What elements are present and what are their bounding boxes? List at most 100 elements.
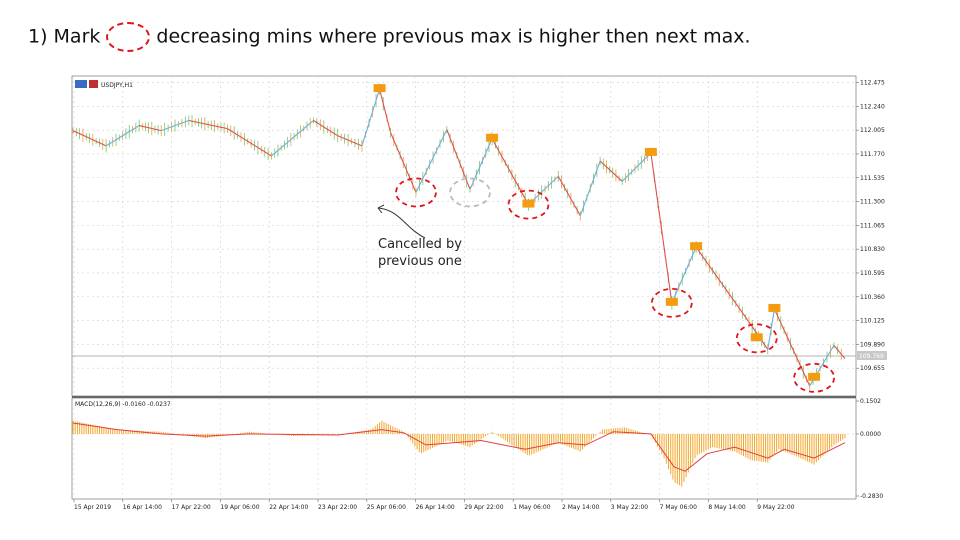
annotation: Cancelled by previous one: [377, 204, 462, 269]
time-tick-label: 3 May 22:00: [611, 504, 649, 511]
zigzag-leg: [379, 88, 392, 133]
zigzag-leg: [599, 160, 623, 182]
marked-min-ring: [395, 177, 437, 208]
macd-signal: [72, 422, 846, 472]
price-tick-label: 111.535: [860, 175, 885, 182]
zigzag-leg: [695, 246, 750, 323]
symbol-label: USDJPY,H1: [101, 82, 133, 89]
time-axis: 15 Apr 2019 16 Apr 14:00 17 Apr 22:00 19 Ap…: [73, 499, 795, 511]
zigzag-leg: [415, 129, 448, 193]
price-tick-label: 110.595: [860, 270, 885, 277]
pivot-marker: [768, 303, 781, 312]
time-tick-label: 9 May 22:00: [757, 504, 795, 511]
instruction-suffix: decreasing mins where previous max is hi…: [156, 25, 751, 48]
price-tick-label: 109.890: [860, 341, 885, 348]
annotation-line1: Cancelled by: [378, 237, 462, 252]
time-tick-label: 2 May 14:00: [562, 504, 600, 511]
macd-label: MACD(12,26,9) -0.0160 -0.0237: [75, 401, 171, 408]
pivot-marker: [522, 199, 535, 208]
price-tick-label: 111.770: [860, 151, 885, 158]
chart-icon: [75, 80, 87, 88]
instruction-text: 1) Mark decreasing mins where previous ma…: [28, 22, 751, 52]
main-grid: [72, 76, 856, 396]
annotation-arrow: [377, 207, 426, 239]
main-pane-frame: [71, 75, 857, 397]
annotation-arrowhead: [377, 204, 385, 214]
zigzag-leg: [671, 246, 697, 304]
annotation-line2: previous one: [378, 254, 462, 269]
pivot-marker: [373, 84, 386, 93]
pivot-marker: [690, 242, 703, 251]
zigzag-leg: [833, 345, 846, 359]
marked-min-ring: [650, 287, 693, 318]
zigzag-leg: [390, 132, 417, 193]
cancelled-min-ring: [449, 177, 491, 208]
price-tick-label: 112.005: [860, 127, 885, 134]
time-tick-label: 16 Apr 14:00: [123, 504, 162, 511]
time-tick-label: 22 Apr 14:00: [269, 504, 308, 511]
pivot-marker: [750, 333, 763, 342]
zigzag-leg: [621, 152, 652, 182]
zigzag-leg: [361, 88, 381, 147]
zigzag-leg: [650, 152, 673, 303]
marked-min-ring: [735, 323, 778, 354]
time-tick-label: 29 Apr 22:00: [464, 504, 503, 511]
time-tick-label: 23 Apr 22:00: [318, 504, 357, 511]
zigzag-leg: [227, 128, 272, 157]
zigzag-leg: [105, 125, 140, 147]
marked-min-ring: [507, 189, 550, 220]
price-tick-label: 111.300: [860, 199, 885, 206]
zigzag-leg: [579, 160, 601, 216]
time-tick-label: 15 Apr 2019: [74, 504, 111, 511]
time-tick-label: 17 Apr 22:00: [172, 504, 211, 511]
price-tick-label: 110.125: [860, 318, 885, 325]
price-tick-label: 110.830: [860, 246, 885, 253]
price-tick-label: 110.360: [860, 294, 885, 301]
zigzag-leg: [469, 138, 493, 190]
pivot-marker: [808, 372, 821, 381]
price-tick-label: 109.655: [860, 365, 885, 372]
flag-icon: [89, 80, 98, 88]
instruction-prefix: 1) Mark: [28, 25, 101, 48]
zigzag-leg: [271, 120, 314, 157]
pivot-marker: [486, 133, 499, 142]
pivot-markers: [373, 84, 821, 381]
time-tick-label: 8 May 14:00: [708, 504, 746, 511]
price-tick-label: 112.240: [860, 103, 885, 110]
symbol-label-group: USDJPY,H1: [75, 80, 133, 89]
macd-pane-frame: [71, 397, 857, 500]
zigzag-leg: [161, 120, 189, 132]
zigzag-leg: [491, 138, 529, 205]
macd-tick-label: 0.1502: [860, 398, 881, 405]
signal-line: [72, 422, 846, 472]
main-pane: USDJPY,H1 112.475112.240112.005111.77011…: [71, 75, 887, 397]
marked-min-ring: [793, 362, 835, 393]
macd-pane: MACD(12,26,9) -0.0160 -0.0237 0.1502 0.00…: [71, 396, 883, 500]
zigzag-leg: [313, 120, 338, 137]
time-tick-label: 7 May 06:00: [660, 504, 698, 511]
current-price-label: 109.769: [859, 353, 884, 360]
macd-tick-label: -0.2830: [860, 493, 883, 500]
price-tick-label: 111.065: [860, 222, 885, 229]
zigzag-leg: [773, 308, 811, 387]
zigzag-leg: [188, 119, 228, 130]
pivot-marker: [665, 297, 678, 306]
pivot-marker: [644, 147, 657, 156]
time-tick-label: 19 Apr 06:00: [220, 504, 259, 511]
zigzag-leg: [337, 135, 363, 147]
zigzag-leg: [139, 125, 162, 132]
current-price-tag: 109.769: [857, 351, 887, 360]
zigzag-leg: [72, 130, 107, 147]
time-tick-label: 26 Apr 14:00: [416, 504, 455, 511]
marked-mins: [395, 177, 835, 393]
current-price-tag-bg: [857, 351, 887, 360]
time-tick-label: 25 Apr 06:00: [367, 504, 406, 511]
macd-tick-label: 0.0000: [860, 431, 881, 438]
price-tick-label: 112.475: [860, 80, 885, 87]
dashed-ring-icon: [106, 22, 151, 52]
zigzag-leg: [767, 308, 775, 350]
zigzag-leg: [557, 175, 581, 217]
macd-value-axis: 0.1502 0.0000 -0.2830: [856, 398, 883, 500]
main-price-axis: 112.475 112.240 112.005 111.770 111.535 111.3…: [856, 80, 885, 372]
